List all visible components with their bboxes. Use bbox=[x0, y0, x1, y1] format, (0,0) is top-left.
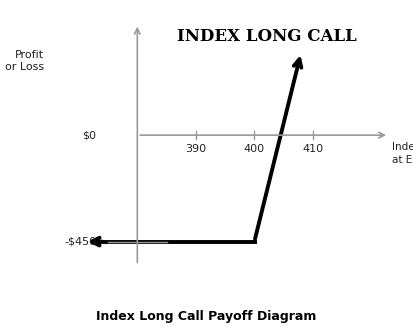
Text: -$450: -$450 bbox=[64, 237, 96, 247]
Text: 410: 410 bbox=[302, 144, 323, 154]
Text: $0: $0 bbox=[82, 130, 96, 140]
Text: Profit
or Loss: Profit or Loss bbox=[5, 50, 44, 72]
Text: 400: 400 bbox=[244, 144, 265, 154]
Text: 390: 390 bbox=[185, 144, 206, 154]
Text: Index Long Call Payoff Diagram: Index Long Call Payoff Diagram bbox=[96, 309, 317, 323]
Text: INDEX LONG CALL: INDEX LONG CALL bbox=[177, 28, 357, 45]
Text: Index Level
at Expiration: Index Level at Expiration bbox=[392, 142, 413, 165]
